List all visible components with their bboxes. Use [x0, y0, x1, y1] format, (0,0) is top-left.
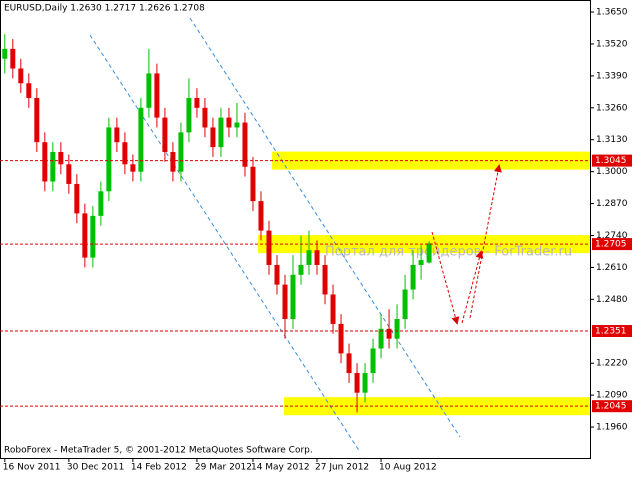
x-tick-label: 14 May 2012	[251, 463, 310, 473]
level-label: 1.2705	[595, 240, 627, 250]
channel-line	[89, 34, 361, 453]
candle-body	[154, 73, 160, 118]
candle-body	[130, 164, 136, 172]
candle-body	[426, 243, 432, 263]
y-tick-label: 1.3650	[596, 8, 628, 18]
level-zone	[258, 235, 590, 254]
candle-body	[114, 127, 120, 143]
y-tick-label: 1.3000	[596, 167, 628, 177]
candle-body	[50, 152, 56, 182]
x-tick-label: 16 Nov 2011	[3, 463, 61, 473]
candle-body	[218, 117, 224, 148]
candle-body	[258, 201, 264, 231]
plot-frame	[0, 0, 591, 459]
candle-body	[378, 328, 384, 349]
candle-body	[322, 264, 328, 295]
candle-body	[90, 215, 96, 258]
candle-body	[122, 142, 128, 165]
candle-body	[82, 213, 88, 258]
candle-body	[290, 274, 296, 320]
candle-body	[10, 48, 16, 69]
forecast-arrow	[469, 164, 502, 319]
candle-body	[202, 107, 208, 128]
candle-body	[386, 328, 392, 339]
candle-body	[186, 97, 192, 133]
candle-body	[34, 97, 40, 143]
candle-body	[74, 183, 80, 214]
candle-body	[402, 289, 408, 320]
x-tick-label: 30 Dec 2011	[67, 463, 125, 473]
y-tick-label: 1.2740	[596, 231, 628, 241]
level-label: 1.2351	[595, 327, 627, 337]
candle-body	[106, 127, 112, 192]
y-tick-label: 1.2870	[596, 199, 628, 209]
level-label-box	[592, 400, 632, 413]
y-tick-label: 1.3520	[596, 39, 628, 49]
candle-body	[194, 97, 200, 108]
channel-line	[189, 17, 461, 438]
candle-body	[274, 264, 280, 285]
level-label-box	[592, 325, 632, 338]
y-tick-label: 1.2090	[596, 391, 628, 401]
plot	[2, 34, 432, 413]
candle-body	[2, 48, 8, 59]
chart-title: EURUSD,Daily 1.2630 1.2717 1.2626 1.2708	[4, 4, 205, 14]
candle-body	[314, 250, 320, 265]
candle-body	[162, 117, 168, 153]
x-tick-label: 29 Mar 2012	[195, 463, 252, 473]
candle-body	[362, 373, 368, 393]
level-label-box	[592, 238, 632, 251]
y-tick-label: 1.1960	[596, 423, 628, 433]
level-label: 1.3045	[595, 156, 627, 166]
candle-body	[146, 73, 152, 108]
candle-body	[18, 68, 24, 84]
y-tick-label: 1.3260	[596, 103, 628, 113]
candle-body	[178, 132, 184, 172]
level-label-box	[592, 154, 632, 167]
footer: RoboForex - MetaTrader 5, © 2001-2012 Me…	[4, 446, 313, 456]
forecast-arrow	[431, 231, 460, 325]
candle-body	[338, 323, 344, 354]
candle-body	[266, 230, 272, 265]
forecast-arrow	[461, 250, 484, 324]
watermark: Портал для трейдеров - ForTrader.ru	[325, 245, 572, 260]
candle-body	[66, 164, 72, 184]
y-tick-label: 1.3390	[596, 71, 628, 81]
candle-body	[98, 191, 104, 216]
candle-body	[234, 122, 240, 128]
candle-body	[42, 142, 48, 182]
candle-body	[346, 353, 352, 374]
y-tick-label: 1.2480	[596, 295, 628, 305]
candle-body	[370, 348, 376, 374]
candle-body	[26, 83, 32, 98]
candle-body	[250, 166, 256, 202]
candle-body	[226, 117, 232, 128]
y-tick-label: 1.2610	[596, 263, 628, 273]
x-tick-label: 14 Feb 2012	[131, 463, 187, 473]
candle-body	[410, 264, 416, 290]
candle-body	[210, 127, 216, 148]
candle-body	[354, 373, 360, 393]
candle-body	[170, 152, 176, 172]
candle-body	[394, 319, 400, 339]
candle-body	[306, 250, 312, 265]
candle-body	[418, 260, 424, 265]
candle-body	[298, 264, 304, 275]
candle-body	[282, 284, 288, 320]
candle-body	[58, 152, 64, 165]
y-tick-label: 1.3130	[596, 135, 628, 145]
y-tick-label: 1.2220	[596, 359, 628, 369]
candle-body	[138, 107, 144, 172]
x-tick-label: 10 Aug 2012	[379, 463, 437, 473]
candle-body	[330, 294, 336, 324]
level-label: 1.2045	[595, 402, 627, 412]
x-tick-label: 27 Jun 2012	[315, 463, 369, 473]
candle-body	[242, 122, 248, 167]
